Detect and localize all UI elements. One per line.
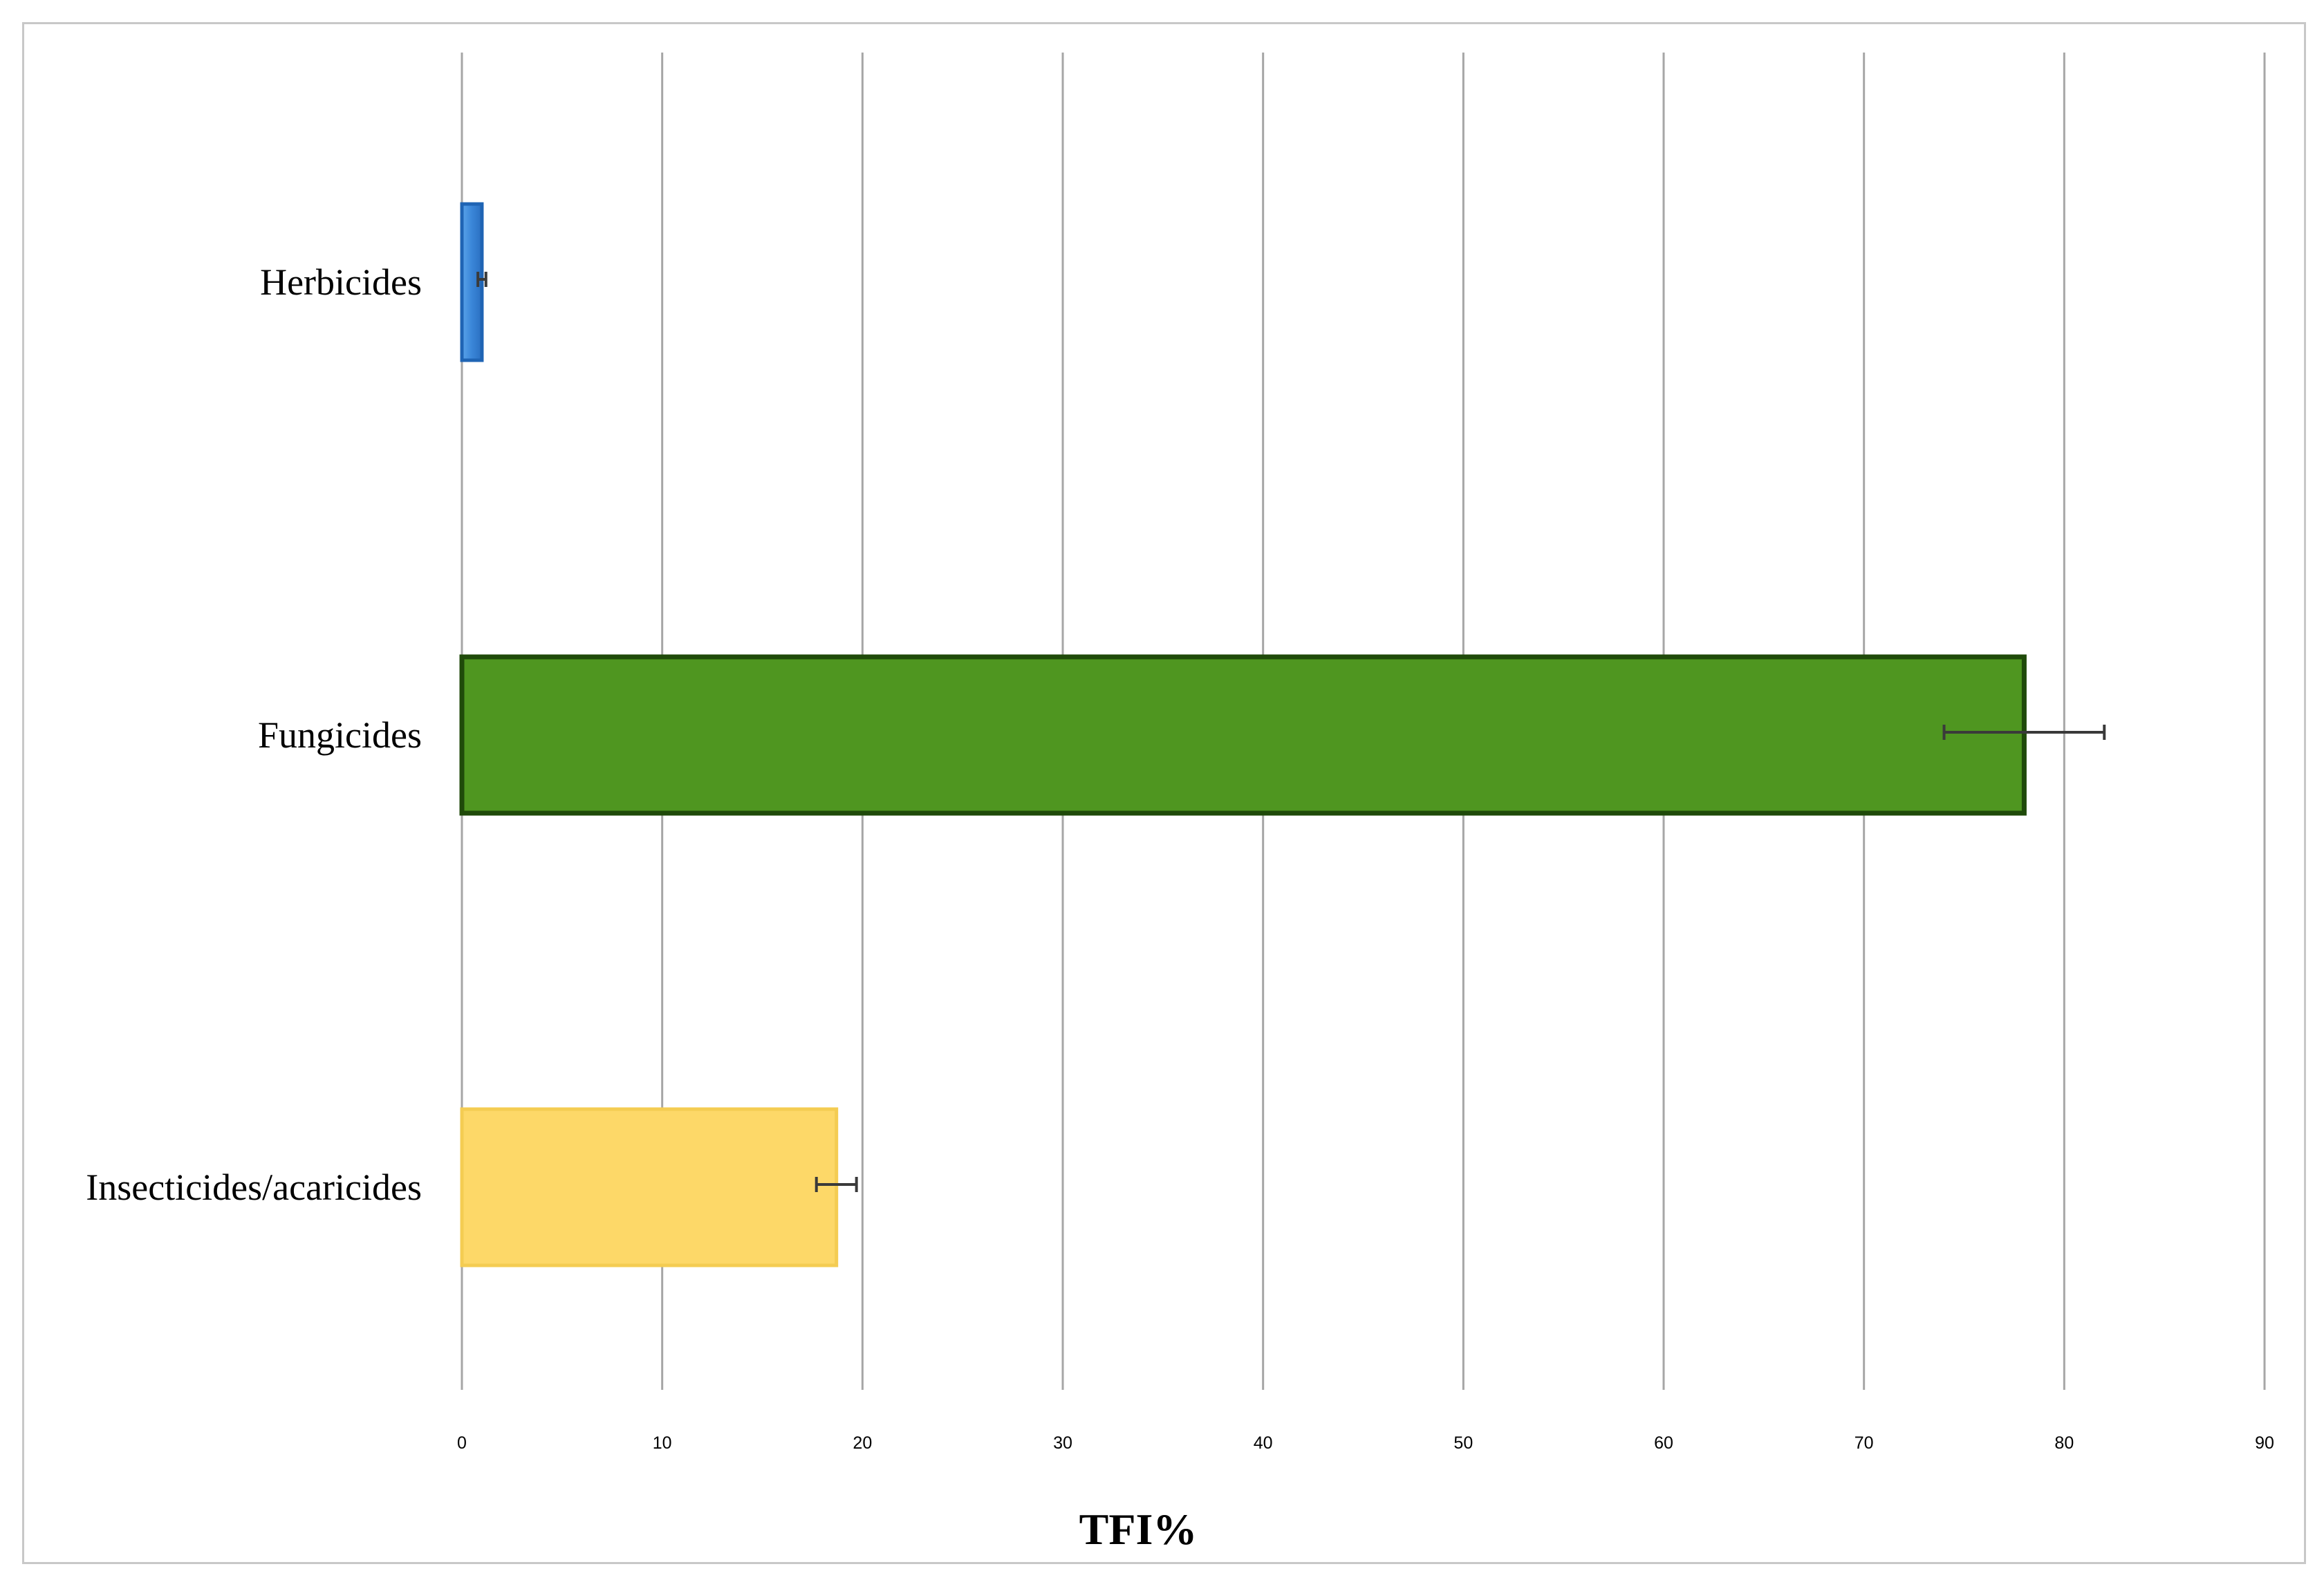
- x-tick-label: 60: [1654, 1433, 1673, 1453]
- x-tick-label: 80: [2054, 1433, 2074, 1453]
- x-tick-label: 90: [2255, 1433, 2274, 1453]
- error-bar-fungicides: [1942, 725, 2106, 740]
- bars: [459, 202, 2027, 1267]
- category-label: Fungicides: [258, 714, 422, 756]
- error-bar-insecticides-acaricides: [815, 1177, 858, 1192]
- error-bar-herbicides: [476, 272, 487, 287]
- x-tick-label: 70: [1854, 1433, 1874, 1453]
- x-tick-label: 50: [1453, 1433, 1473, 1453]
- category-labels: Herbicides Fungicides Insecticides/acarici…: [86, 261, 422, 1208]
- x-tick-label: 30: [1053, 1433, 1072, 1453]
- x-tick-labels: 0 10 20 30 40 50 60 70 80 90: [457, 1433, 2274, 1453]
- x-axis-title: TFI%: [1079, 1505, 1198, 1554]
- bar-insecticides-acaricides: [460, 1107, 839, 1267]
- x-tick-label: 20: [853, 1433, 872, 1453]
- error-bars: [476, 272, 2106, 1192]
- x-tick-label: 10: [653, 1433, 672, 1453]
- x-tick-label: 0: [457, 1433, 467, 1453]
- bar-fungicides: [459, 654, 2027, 816]
- category-label: Insecticides/acaricides: [86, 1167, 422, 1208]
- category-label: Herbicides: [260, 261, 422, 303]
- x-tick-label: 40: [1254, 1433, 1273, 1453]
